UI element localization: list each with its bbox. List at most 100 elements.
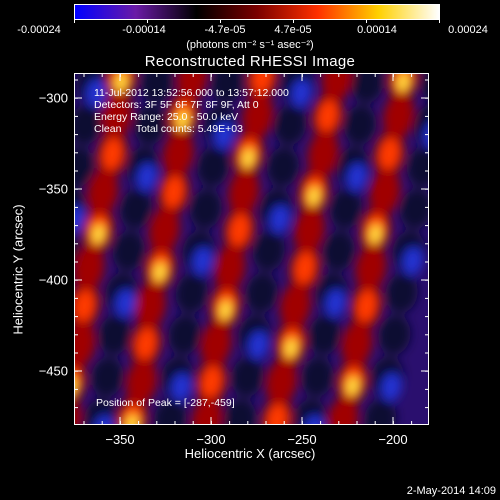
colorbar-tick-label: 0.00014 bbox=[357, 24, 397, 36]
info-line-energy: Energy Range: 25.0 - 50.0 keV bbox=[94, 111, 239, 123]
dark-trough bbox=[308, 315, 341, 355]
info-line-counts: Clean Total counts: 5.49E+03 bbox=[94, 123, 243, 135]
colorbar-tickmark bbox=[74, 19, 75, 23]
emission-peak bbox=[92, 224, 105, 244]
emission-band bbox=[214, 244, 246, 292]
info-line-time: 11-Jul-2012 13:52:56.000 to 13:57:12.000 bbox=[94, 87, 289, 99]
emission-band bbox=[176, 73, 208, 102]
image-title: Reconstructed RHESSI Image bbox=[144, 53, 356, 70]
emission-peak bbox=[242, 148, 255, 168]
colorbar-tick-label: 4.7e-05 bbox=[274, 24, 312, 36]
colorbar-tickmark bbox=[439, 19, 440, 23]
emission-band bbox=[341, 320, 373, 368]
emission-peak bbox=[396, 73, 410, 92]
blue-patch bbox=[214, 121, 235, 149]
emission-band bbox=[126, 358, 157, 406]
blue-patch bbox=[346, 163, 368, 191]
y-axis-label: Heliocentric Y (arcsec) bbox=[10, 204, 26, 335]
emission-core bbox=[378, 138, 400, 170]
emission-band bbox=[383, 92, 415, 140]
dark-trough bbox=[378, 315, 411, 355]
dark-trough bbox=[112, 231, 145, 271]
emission-peak bbox=[219, 300, 232, 320]
colorbar-tickmark bbox=[366, 19, 367, 23]
emission-band bbox=[307, 130, 339, 178]
rhessi-image bbox=[74, 73, 429, 425]
colorbar-tickmark bbox=[220, 19, 221, 23]
dark-trough bbox=[196, 147, 230, 187]
emission-band bbox=[266, 358, 297, 406]
blue-patch bbox=[269, 205, 291, 233]
emission-peak bbox=[369, 224, 382, 244]
dark-trough bbox=[399, 189, 429, 229]
y-tick-label: −350 bbox=[38, 181, 68, 197]
emission-band bbox=[355, 244, 387, 292]
emission-bands bbox=[74, 73, 429, 425]
blue-patch bbox=[171, 373, 192, 401]
blue-patch bbox=[115, 289, 136, 317]
dark-trough bbox=[245, 273, 278, 313]
blue-patch bbox=[94, 415, 115, 425]
x-tick-label: −300 bbox=[196, 432, 226, 447]
emission-core bbox=[251, 73, 273, 94]
colorbar-tickmark bbox=[147, 19, 148, 23]
dark-trough bbox=[154, 399, 187, 425]
y-tick-label: −300 bbox=[38, 90, 68, 106]
emission-band bbox=[321, 73, 353, 102]
emission-peak bbox=[153, 262, 167, 282]
emission-band bbox=[135, 282, 166, 330]
emission-band bbox=[280, 282, 311, 330]
blue-patch bbox=[291, 79, 312, 107]
blue-patch bbox=[248, 331, 269, 359]
plot-frame bbox=[74, 73, 429, 425]
emission-core bbox=[163, 176, 185, 208]
colorbar-tick-label: -0.00024 bbox=[17, 24, 61, 36]
info-line-detectors: Detectors: 3F 5F 6F 7F 8F 9F, Att 0 bbox=[94, 99, 259, 111]
dark-trough bbox=[91, 357, 124, 397]
emission-band bbox=[101, 92, 133, 140]
dark-trough bbox=[364, 399, 397, 425]
blue-patch bbox=[304, 415, 325, 425]
dark-trough bbox=[406, 147, 429, 187]
emission-core bbox=[294, 252, 316, 284]
colorbar-tick-label: 0.00024 bbox=[448, 24, 488, 36]
blue-patch bbox=[86, 79, 107, 107]
emission-band bbox=[228, 168, 260, 216]
dark-trough bbox=[301, 357, 334, 397]
emission-band bbox=[327, 396, 359, 425]
emission-core bbox=[101, 138, 123, 170]
emission-core bbox=[266, 404, 288, 425]
dark-trough bbox=[322, 231, 355, 271]
dark-trough bbox=[175, 273, 208, 313]
dark-trough bbox=[385, 273, 418, 313]
x-axis-label: Heliocentric X (arcsec) bbox=[184, 446, 316, 461]
x-tick-label: −350 bbox=[105, 432, 135, 447]
emission-band bbox=[242, 92, 274, 140]
dark-trough bbox=[134, 105, 167, 145]
emission-core bbox=[74, 290, 95, 322]
dark-trough bbox=[329, 189, 363, 229]
colorbar-tickmark bbox=[293, 19, 294, 23]
colorbar-tick-label: -4.7e-05 bbox=[204, 24, 246, 36]
emission-band bbox=[162, 130, 194, 178]
emission-peak bbox=[346, 376, 359, 396]
blue-patch bbox=[325, 289, 346, 317]
emission-core bbox=[201, 366, 222, 398]
emission-band bbox=[293, 206, 325, 254]
emission-core bbox=[135, 328, 157, 360]
emission-peak bbox=[176, 110, 189, 130]
y-tick-label: −450 bbox=[38, 363, 68, 379]
emission-peak bbox=[114, 73, 128, 92]
emission-core bbox=[317, 100, 338, 132]
dark-trough bbox=[414, 105, 429, 145]
emission-band bbox=[191, 396, 223, 425]
dark-trough bbox=[98, 315, 131, 355]
emission-band bbox=[87, 168, 119, 216]
dark-trough bbox=[252, 231, 285, 271]
emission-peak bbox=[284, 338, 298, 358]
emission-band bbox=[200, 320, 232, 368]
dark-trough bbox=[231, 357, 264, 397]
emission-core bbox=[229, 214, 250, 246]
y-tick-label: −400 bbox=[38, 272, 68, 288]
peak-position-label: Position of Peak = [-287,-459] bbox=[96, 397, 235, 409]
